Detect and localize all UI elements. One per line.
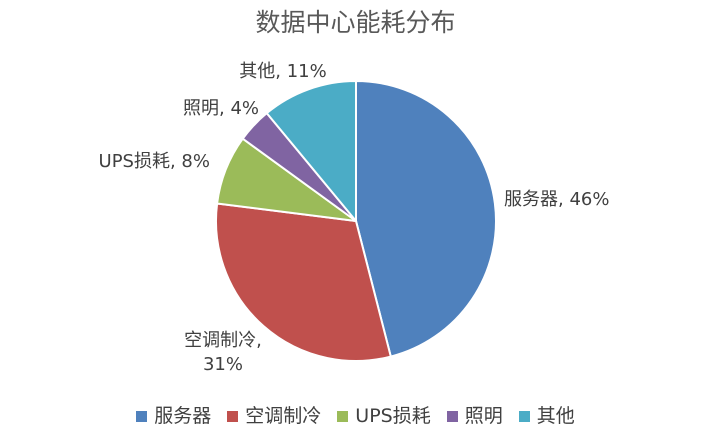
legend-item-ups: UPS损耗 <box>337 402 431 430</box>
legend-item-cooling: 空调制冷 <box>227 402 321 430</box>
legend: 服务器 空调制冷 UPS损耗 照明 其他 <box>0 402 711 430</box>
legend-swatch-server <box>136 410 148 422</box>
pie-slice-cooling <box>215 202 393 362</box>
legend-label-lighting: 照明 <box>464 405 503 427</box>
legend-swatch-ups <box>337 410 349 422</box>
legend-label-other: 其他 <box>536 405 575 427</box>
legend-label-cooling: 空调制冷 <box>245 405 322 427</box>
legend-item-lighting: 照明 <box>446 402 503 430</box>
legend-swatch-cooling <box>227 410 239 422</box>
data-label-ups: UPS损耗, 8% <box>99 151 210 172</box>
legend-label-server: 服务器 <box>154 405 212 427</box>
legend-item-other: 其他 <box>518 402 575 430</box>
legend-swatch-other <box>518 410 530 422</box>
chart-title: 数据中心能耗分布 <box>255 8 456 37</box>
pie-slice-server <box>355 79 497 358</box>
data-label-other: 其他, 11% <box>239 61 326 82</box>
legend-swatch-lighting <box>446 410 458 422</box>
legend-item-server: 服务器 <box>136 402 211 430</box>
data-label-cooling: 空调制冷, 31% <box>184 330 262 375</box>
data-label-server: 服务器, 46% <box>504 189 609 210</box>
legend-label-ups: UPS损耗 <box>355 405 431 427</box>
pie-slice-other <box>265 79 357 224</box>
data-label-lighting: 照明, 4% <box>183 98 259 119</box>
